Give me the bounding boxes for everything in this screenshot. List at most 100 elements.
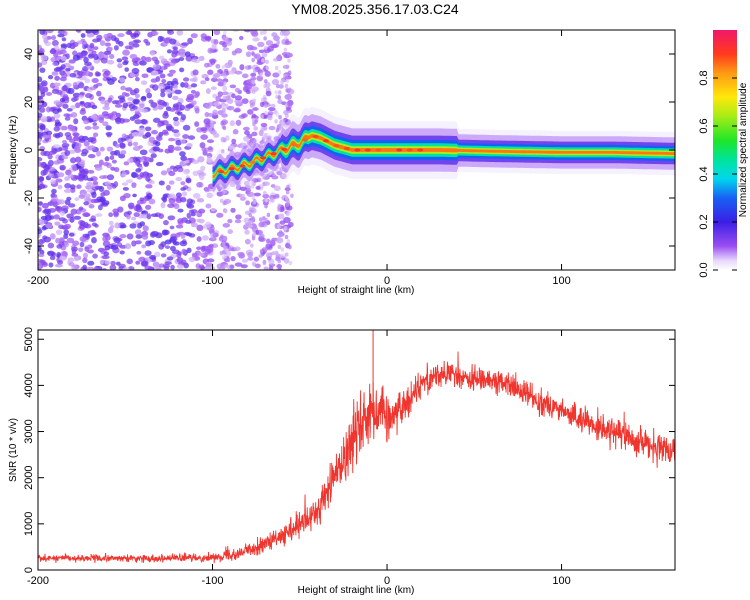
spectrogram-noise-blob — [171, 51, 178, 58]
spectrogram-noise-blob — [110, 166, 116, 171]
spectrogram-noise-blob — [103, 189, 110, 196]
spectrogram-noise-blob — [280, 247, 285, 252]
spectrogram-noise-blob — [180, 259, 187, 266]
spectrogram-noise-blob — [258, 49, 265, 54]
spectrogram-noise-blob — [119, 142, 126, 149]
spectrogram-noise-blob — [271, 78, 280, 85]
spectrogram-noise-blob — [91, 191, 97, 199]
spectrogram-noise-blob — [161, 78, 167, 84]
spectrogram-noise-blob — [122, 266, 130, 270]
spectrogram-noise-blob — [246, 191, 255, 197]
spectrogram-noise-blob — [278, 115, 282, 120]
spectrogram-noise-blob — [262, 221, 267, 226]
spectrogram-noise-blob — [186, 212, 192, 219]
spectrogram-noise-blob — [207, 47, 214, 54]
spectrogram-noise-blob — [80, 52, 87, 59]
spectrogram-noise-blob — [216, 263, 223, 270]
spectrogram-noise-blob — [172, 77, 178, 84]
spectrogram-noise-blob — [115, 237, 123, 242]
spectrogram-noise-blob — [38, 62, 43, 68]
spectrogram-noise-blob — [174, 165, 183, 169]
spectrogram-noise-blob — [204, 248, 212, 255]
spectrogram-noise-blob — [64, 116, 71, 121]
spectrogram-noise-blob — [149, 51, 156, 56]
spectrogram-noise-blob — [135, 168, 142, 173]
spectrogram-noise-blob — [165, 88, 172, 95]
spectrogram-noise-blob — [277, 203, 281, 208]
spectrogram-noise-blob — [198, 218, 205, 224]
spectrogram-noise-blob — [131, 240, 137, 247]
spectrogram-noise-blob — [265, 59, 269, 65]
spectrogram-noise-blob — [254, 263, 261, 269]
spectrogram-noise-blob — [251, 51, 255, 56]
spectrogram-noise-blob — [122, 186, 129, 191]
spectrogram-noise-blob — [63, 229, 70, 235]
spectrogram-noise-blob — [145, 240, 152, 247]
spectrogram-noise-blob — [263, 266, 269, 270]
spectrogram-noise-blob — [222, 47, 230, 52]
spectrogram-noise-blob — [223, 138, 227, 143]
spectrogram-noise-blob — [177, 111, 183, 116]
spectrogram-noise-blob — [175, 232, 181, 238]
spectrogram-noise-blob — [268, 265, 274, 270]
spectrogram-noise-blob — [83, 140, 90, 147]
spectrogram-noise-blob — [219, 198, 224, 203]
spectrogram-noise-blob — [288, 260, 293, 266]
spectrogram-noise-blob — [160, 253, 167, 258]
spectrogram-noise-blob — [73, 215, 82, 220]
spectrogram-noise-blob — [59, 255, 67, 261]
spectrogram-noise-blob — [268, 107, 276, 112]
spectrogram-noise-blob — [80, 107, 86, 112]
spectrogram-noise-blob — [240, 264, 248, 269]
spectrogram-noise-blob — [213, 30, 221, 36]
spectrogram-noise-blob — [204, 35, 212, 41]
snr-line — [38, 351, 675, 564]
spectrogram-noise-blob — [150, 213, 158, 218]
spectrogram-noise-blob — [134, 229, 142, 236]
spectrogram-noise-blob — [100, 57, 108, 64]
spectrogram-noise-blob — [204, 102, 212, 109]
spectrogram-noise-blob — [281, 30, 288, 36]
spectrogram-noise-blob — [263, 45, 268, 50]
spectrogram-noise-blob — [263, 30, 267, 35]
snr-y-ticks: 0 1000 2000 3000 4000 5000 — [23, 327, 675, 573]
colorbar: 0.0 0.2 0.4 0.6 0.8 Normalized spectral ampl… — [698, 30, 749, 278]
spectrogram-noise-blob — [220, 121, 224, 126]
spectrogram-noise-blob — [70, 111, 78, 118]
spectrogram-noise-blob — [95, 82, 103, 87]
spectrogram-noise-blob — [285, 113, 289, 118]
snr-x-tick-label: -100 — [202, 575, 224, 587]
spectrogram-noise-blob — [94, 71, 100, 77]
spectrogram-noise-blob — [62, 84, 68, 92]
spectrogram-noise-blob — [55, 66, 63, 72]
spectrogram-noise-blob — [83, 119, 90, 125]
spectrogram-noise-blob — [274, 65, 279, 71]
spectrogram-noise-blob — [191, 100, 197, 106]
spectrogram-noise-blob — [96, 34, 103, 41]
snr-y-tick-label: 3000 — [23, 419, 35, 443]
spectrogram-noise-blob — [139, 221, 146, 227]
spectrogram-noise-blob — [259, 237, 266, 242]
spectrogram-noise-blob — [117, 206, 124, 213]
spectrogram-noise-blob — [234, 95, 243, 101]
spectrogram-noise-blob — [146, 193, 153, 199]
spectrogram-noise-blob — [83, 56, 89, 64]
spectrogram-noise-blob — [98, 159, 104, 166]
spectrogram-noise-blob — [258, 129, 264, 137]
spectrogram-noise-blob — [265, 40, 274, 46]
spectrogram-noise-blob — [157, 122, 162, 128]
spectrogram-noise-blob — [66, 237, 75, 244]
spectrogram-noise-blob — [95, 213, 103, 217]
spectrogram-noise-blob — [144, 265, 152, 270]
spectrogram-noise-blob — [242, 136, 250, 142]
spectrogram-noise-blob — [263, 79, 268, 84]
spectrogram-noise-blob — [287, 210, 291, 215]
spectrogram-noise-blob — [145, 176, 151, 182]
spectrogram-noise-blob — [212, 73, 218, 79]
spectrogram-noise-blob — [38, 228, 43, 235]
spectrogram-noise-blob — [46, 106, 51, 113]
spectrogram-noise-blob — [172, 95, 179, 101]
spectrogram-noise-blob — [60, 125, 68, 131]
spectrogram-noise-blob — [250, 142, 254, 147]
spectrogram-noise-blob — [80, 152, 88, 157]
